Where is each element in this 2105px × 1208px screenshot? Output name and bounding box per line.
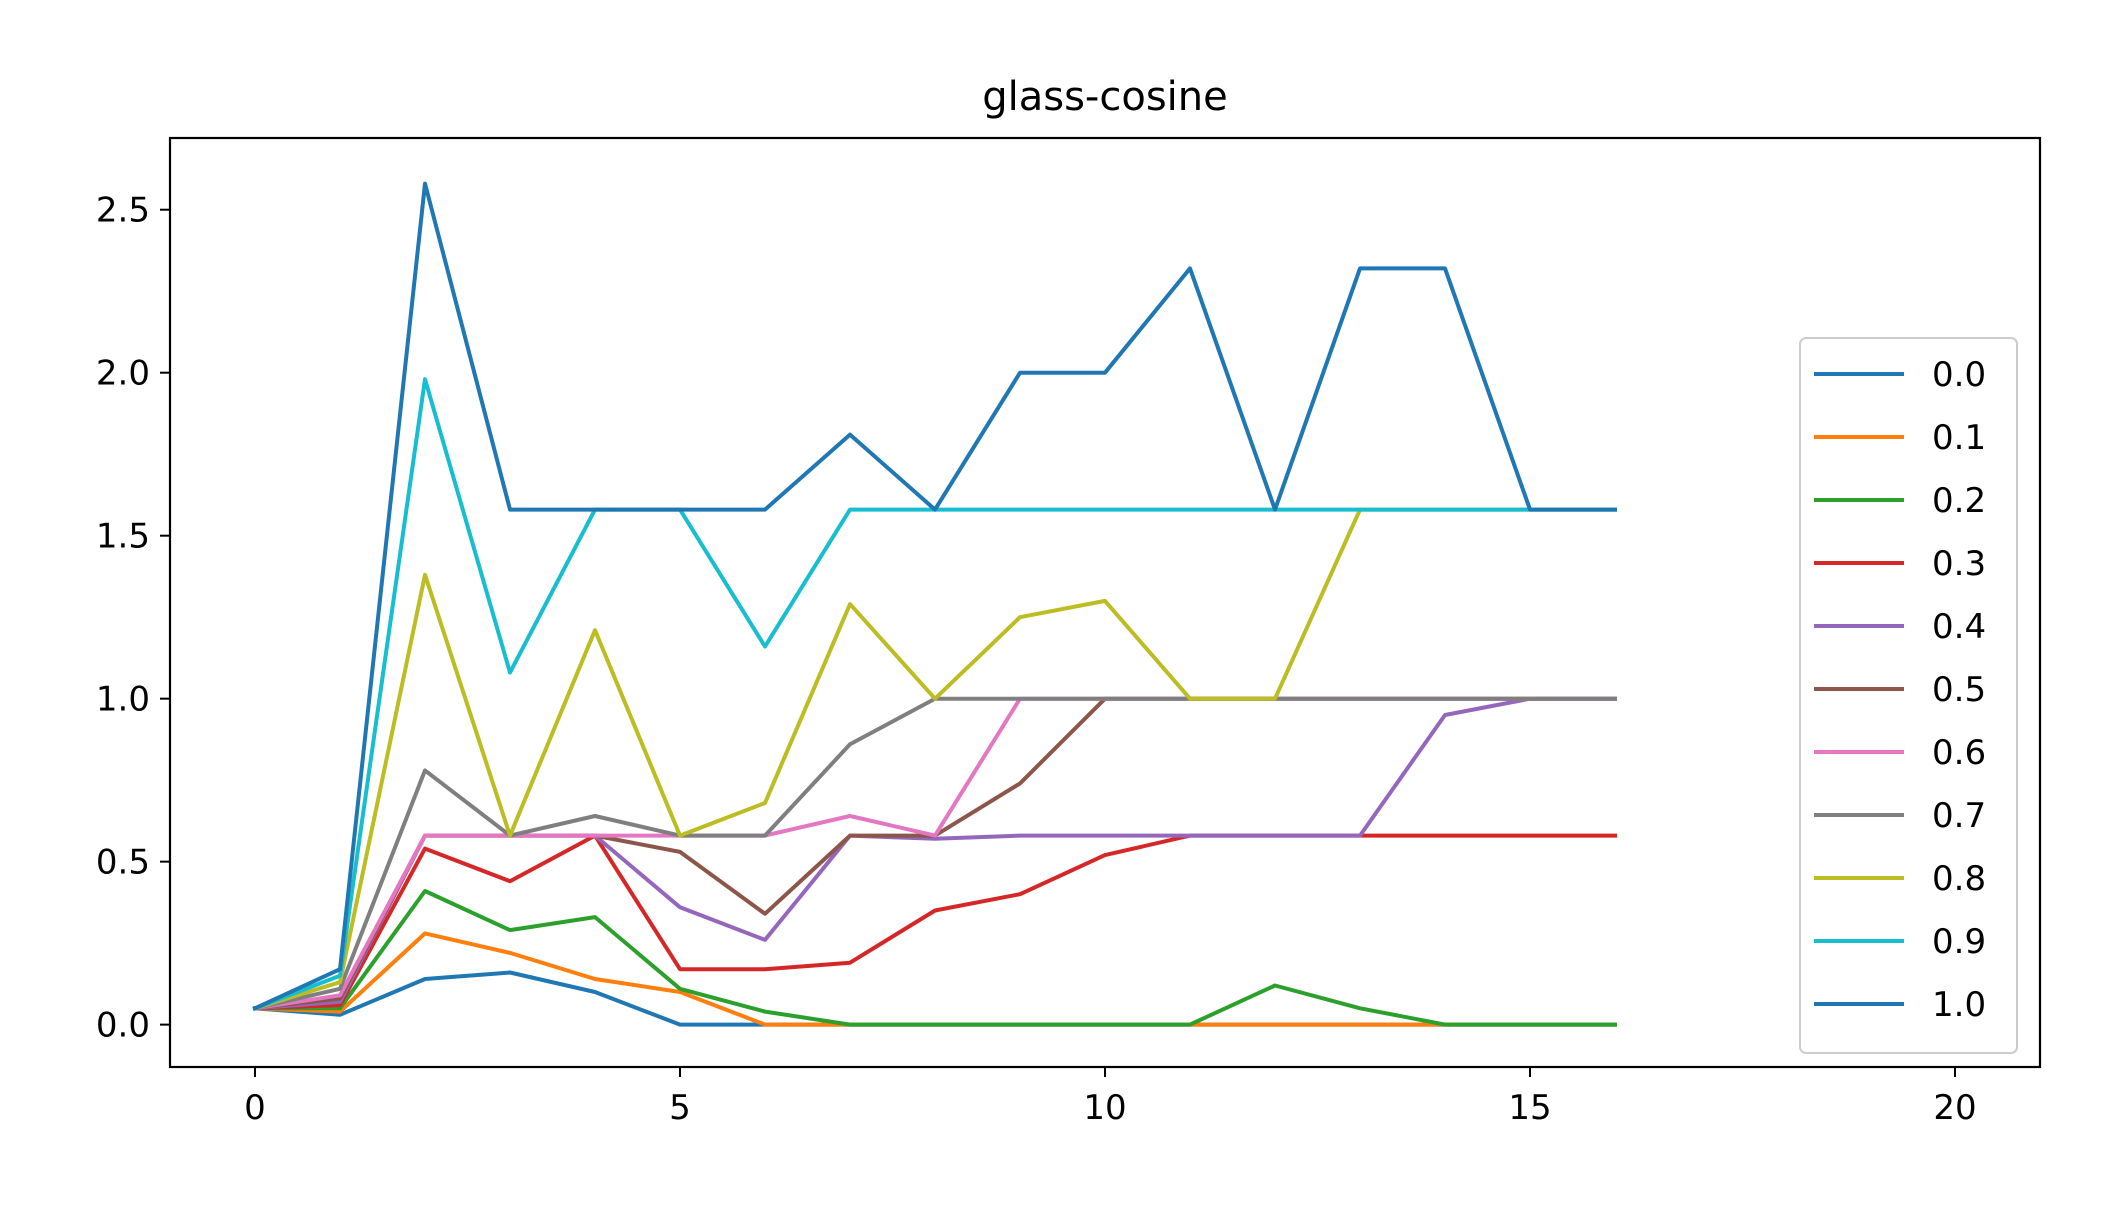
x-tick-label: 20 — [1933, 1088, 1976, 1128]
legend-label: 0.5 — [1932, 670, 1986, 710]
series-line-0.3 — [252, 833, 1617, 1011]
y-tick-label: 0.0 — [96, 1006, 150, 1046]
legend-label: 0.1 — [1932, 418, 1986, 458]
legend-label: 0.2 — [1932, 481, 1986, 521]
x-axis: 0 5 10 15 20 — [244, 1067, 1977, 1128]
legend-label: 0.9 — [1932, 922, 1986, 962]
legend-label: 0.7 — [1932, 796, 1986, 836]
legend: 0.0 0.1 0.2 0.3 0.4 0.5 0.6 0.7 0.8 0.9 1.0 — [1799, 337, 2018, 1054]
x-tick-label: 10 — [1083, 1088, 1126, 1128]
legend-label: 0.6 — [1932, 733, 1986, 773]
x-tick-label: 15 — [1508, 1088, 1551, 1128]
series-line-1.0 — [252, 181, 1617, 1011]
y-tick-label: 0.5 — [96, 843, 150, 883]
y-tick-label: 2.0 — [96, 354, 150, 394]
y-tick-label: 2.5 — [96, 191, 150, 231]
legend-label: 0.4 — [1932, 607, 1986, 647]
legend-label: 0.8 — [1932, 859, 1986, 899]
y-tick-label: 1.0 — [96, 680, 150, 720]
legend-label: 1.0 — [1932, 985, 1986, 1025]
chart-title: glass-cosine — [982, 74, 1228, 120]
legend-box — [1799, 337, 2018, 1054]
y-axis: 0.0 0.5 1.0 1.5 2.0 2.5 — [96, 191, 170, 1046]
legend-label: 0.0 — [1932, 355, 1986, 395]
series-layer — [252, 181, 1617, 1027]
series-line-0.2 — [253, 889, 1617, 1027]
legend-label: 0.3 — [1932, 544, 1986, 584]
y-tick-label: 1.5 — [96, 517, 150, 557]
x-tick-label: 5 — [669, 1088, 691, 1128]
x-tick-label: 0 — [244, 1088, 266, 1128]
